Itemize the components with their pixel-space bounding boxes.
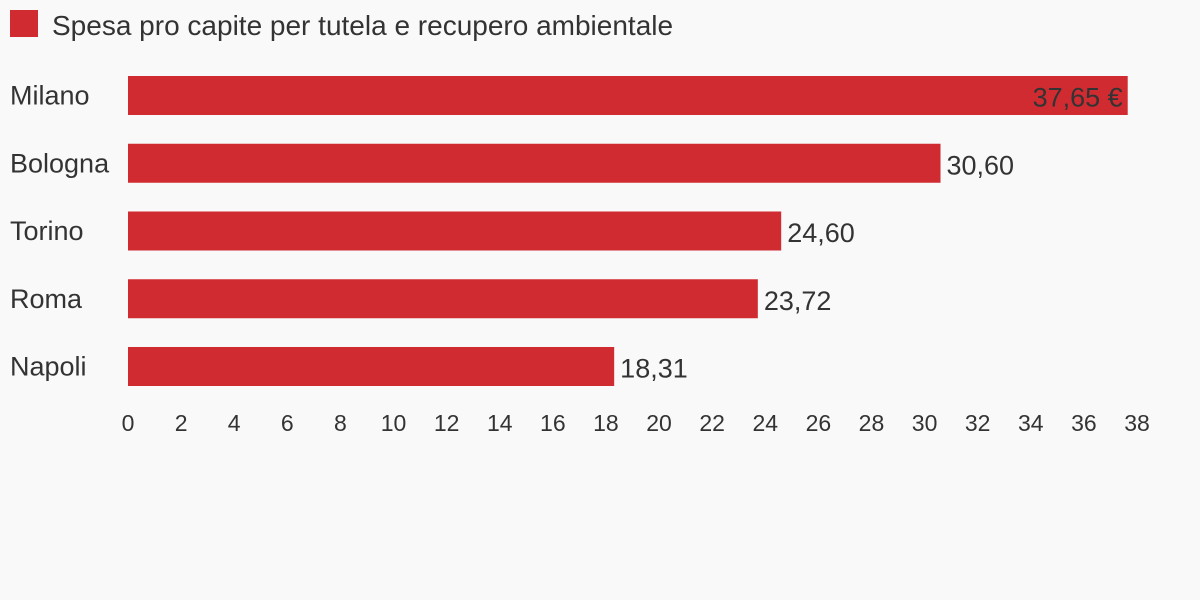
bar-roma (128, 279, 758, 319)
bar-bologna (128, 143, 941, 183)
legend: Spesa pro capite per tutela e recupero a… (10, 9, 674, 42)
legend-swatch (10, 9, 38, 37)
category-label-milano: Milano (10, 81, 90, 111)
x-tick-label: 24 (752, 410, 778, 436)
value-label-torino: 24,60 (787, 218, 855, 248)
x-tick-label: 2 (175, 410, 188, 436)
category-label-napoli: Napoli (10, 352, 87, 382)
bar-napoli (128, 347, 615, 386)
x-tick-label: 10 (381, 410, 407, 436)
x-tick-label: 30 (912, 410, 938, 436)
x-tick-label: 6 (281, 410, 294, 436)
x-tick-label: 20 (646, 410, 672, 436)
x-tick-label: 14 (487, 410, 513, 436)
bar-milano (128, 76, 1128, 115)
value-label-milano: 37,65 € (1033, 83, 1123, 113)
x-tick-label: 22 (699, 410, 725, 436)
x-tick-label: 38 (1124, 410, 1150, 436)
x-tick-label: 36 (1071, 410, 1097, 436)
value-label-roma: 23,72 (764, 286, 832, 316)
x-tick-label: 18 (593, 410, 619, 436)
x-tick-label: 32 (965, 410, 991, 436)
x-tick-label: 26 (806, 410, 832, 436)
x-tick-label: 4 (228, 410, 241, 436)
x-tick-label: 16 (540, 410, 566, 436)
legend-label: Spesa pro capite per tutela e recupero a… (52, 10, 674, 41)
value-label-napoli: 18,31 (620, 354, 688, 384)
category-label-bologna: Bologna (10, 148, 110, 178)
category-label-torino: Torino (10, 216, 84, 246)
x-tick-label: 12 (434, 410, 460, 436)
x-tick-label: 0 (122, 410, 135, 436)
category-label-roma: Roma (10, 284, 83, 314)
bar-torino (128, 211, 782, 251)
x-tick-label: 34 (1018, 410, 1044, 436)
x-tick-label: 28 (859, 410, 885, 436)
value-label-bologna: 30,60 (947, 150, 1015, 180)
x-tick-label: 8 (334, 410, 347, 436)
